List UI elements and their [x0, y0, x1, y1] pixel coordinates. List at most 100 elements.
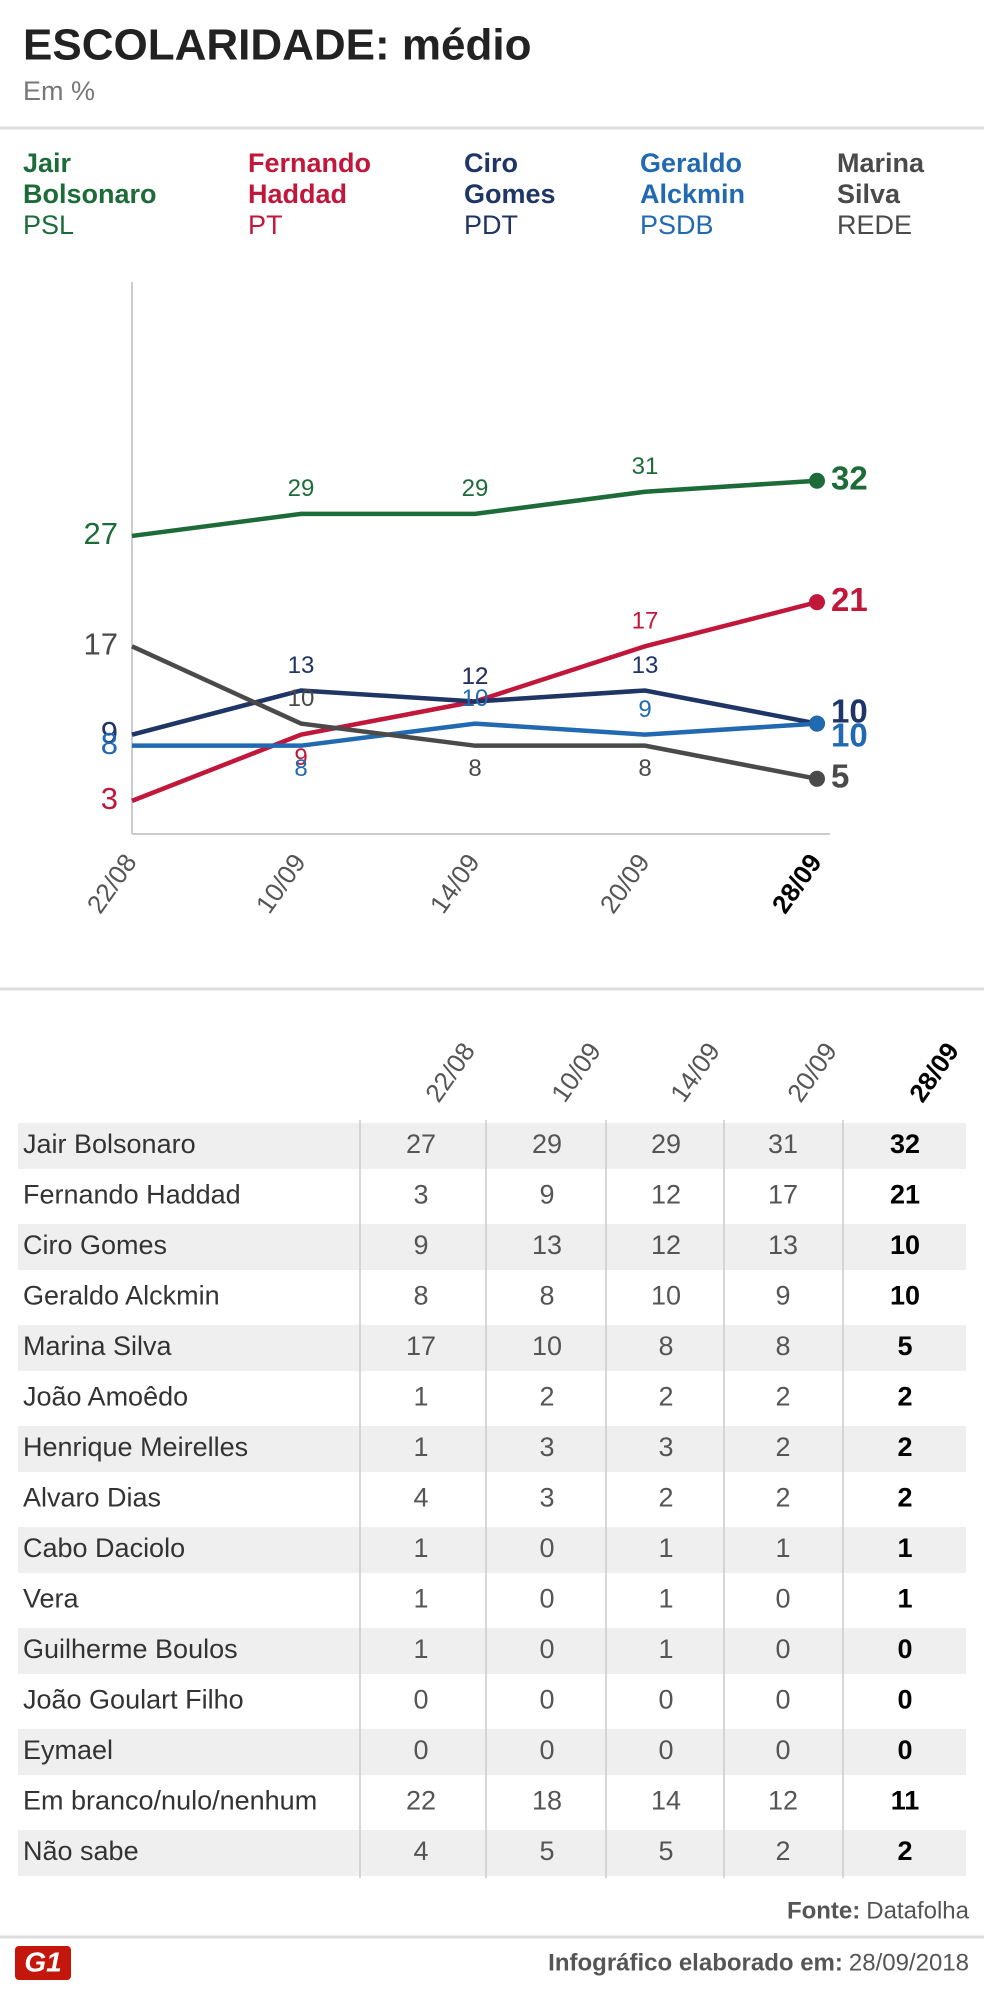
cell: 1 [413, 1432, 428, 1462]
source-name: Datafolha [866, 1897, 969, 1924]
cell: 0 [539, 1634, 554, 1664]
cell: 0 [539, 1735, 554, 1765]
row-bg [18, 1628, 966, 1674]
cell: 11 [891, 1786, 920, 1816]
row-bg [18, 1527, 966, 1573]
cell: 10 [532, 1331, 562, 1361]
row-label: Ciro Gomes [23, 1230, 167, 1260]
row-label: João Amoêdo [23, 1382, 188, 1412]
cell: 9 [413, 1230, 428, 1260]
legend-name: Fernando Haddad [248, 148, 372, 209]
cell: 0 [775, 1634, 790, 1664]
value-label: 8 [468, 755, 481, 782]
row-label: João Goulart Filho [23, 1685, 244, 1715]
chart-subtitle: Em % [23, 76, 95, 106]
cell: 0 [539, 1533, 554, 1563]
cell: 3 [539, 1432, 554, 1462]
footer-label: Infográfico elaborado em: [548, 1949, 843, 1976]
row-label: Jair Bolsonaro [23, 1129, 196, 1159]
x-tick-label: 14/09 [424, 848, 486, 919]
series-line [132, 721, 818, 748]
value-label: 21 [831, 581, 868, 618]
cell: 1 [413, 1584, 428, 1614]
legend-entry: Marina Silva REDE [837, 148, 924, 241]
end-dot [809, 770, 825, 787]
cell: 2 [775, 1432, 790, 1462]
cell: 2 [775, 1382, 790, 1412]
end-dot [809, 472, 825, 489]
cell: 4 [413, 1483, 428, 1513]
cell: 1 [413, 1634, 428, 1664]
cell: 2 [897, 1432, 912, 1462]
x-tick-label: 20/09 [594, 848, 656, 919]
cell: 0 [775, 1685, 790, 1715]
row-bg [18, 1123, 966, 1169]
cell: 1 [413, 1533, 428, 1563]
value-label: 17 [632, 608, 659, 635]
legend-name: Ciro Gomes [464, 148, 556, 209]
cell: 2 [658, 1483, 673, 1513]
cell: 1 [658, 1634, 673, 1664]
legend-party: PSDB [640, 210, 714, 240]
cell: 5 [658, 1836, 673, 1866]
cell: 14 [651, 1786, 681, 1816]
row-label: Geraldo Alckmin [23, 1281, 220, 1311]
legend-entry: Ciro Gomes PDT [464, 148, 556, 241]
value-label: 9 [101, 715, 118, 750]
value-label: 29 [288, 475, 315, 502]
value-label: 13 [288, 652, 315, 679]
cell: 1 [658, 1584, 673, 1614]
cell: 8 [539, 1281, 554, 1311]
cell: 0 [658, 1685, 673, 1715]
cell: 0 [539, 1685, 554, 1715]
row-bg [18, 1426, 966, 1472]
cell: 22 [406, 1786, 436, 1816]
cell: 0 [539, 1584, 554, 1614]
cell: 8 [658, 1331, 673, 1361]
cell: 32 [890, 1129, 920, 1159]
column-header: 28/09 [903, 1037, 965, 1108]
cell: 4 [413, 1836, 428, 1866]
cell: 12 [651, 1230, 681, 1260]
legend-entry: Jair Bolsonaro PSL [23, 148, 157, 241]
cell: 2 [775, 1836, 790, 1866]
series-line [131, 644, 818, 782]
value-label: 8 [294, 755, 307, 782]
cell: 1 [897, 1533, 912, 1563]
cell: 2 [539, 1382, 554, 1412]
value-label: 10 [288, 685, 315, 712]
cell: 18 [532, 1786, 562, 1816]
row-bg [18, 1224, 966, 1270]
cell: 5 [897, 1331, 912, 1361]
x-tick-label: 10/09 [250, 848, 312, 919]
cell: 3 [413, 1180, 428, 1210]
cell: 0 [658, 1735, 673, 1765]
value-label: 5 [831, 758, 849, 795]
footer-date: 28/09/2018 [849, 1949, 969, 1976]
x-tick-label: 22/08 [81, 848, 143, 919]
row-label: Marina Silva [23, 1331, 173, 1361]
source-label: Fonte: [787, 1897, 860, 1924]
cell: 12 [651, 1180, 681, 1210]
cell: 31 [768, 1129, 798, 1159]
cell: 21 [890, 1180, 920, 1210]
row-label: Henrique Meirelles [23, 1432, 248, 1462]
cell: 10 [890, 1281, 920, 1311]
cell: 10 [890, 1230, 920, 1260]
logo: G1 [24, 1946, 61, 1977]
legend-party: REDE [837, 210, 913, 240]
row-label: Em branco/nulo/nenhum [23, 1786, 317, 1816]
cell: 17 [406, 1331, 436, 1361]
value-label: 9 [294, 744, 307, 771]
cell: 2 [658, 1382, 673, 1412]
end-dot [809, 715, 825, 732]
cell: 0 [897, 1685, 912, 1715]
column-header: 14/09 [664, 1037, 726, 1108]
cell: 2 [897, 1836, 912, 1866]
cell: 2 [897, 1382, 912, 1412]
legend-entry: Geraldo Alckmin PSDB [640, 148, 745, 241]
value-label: 3 [101, 781, 118, 816]
cell: 29 [651, 1129, 681, 1159]
logo-bg [15, 1946, 71, 1980]
row-label: Fernando Haddad [23, 1180, 241, 1210]
